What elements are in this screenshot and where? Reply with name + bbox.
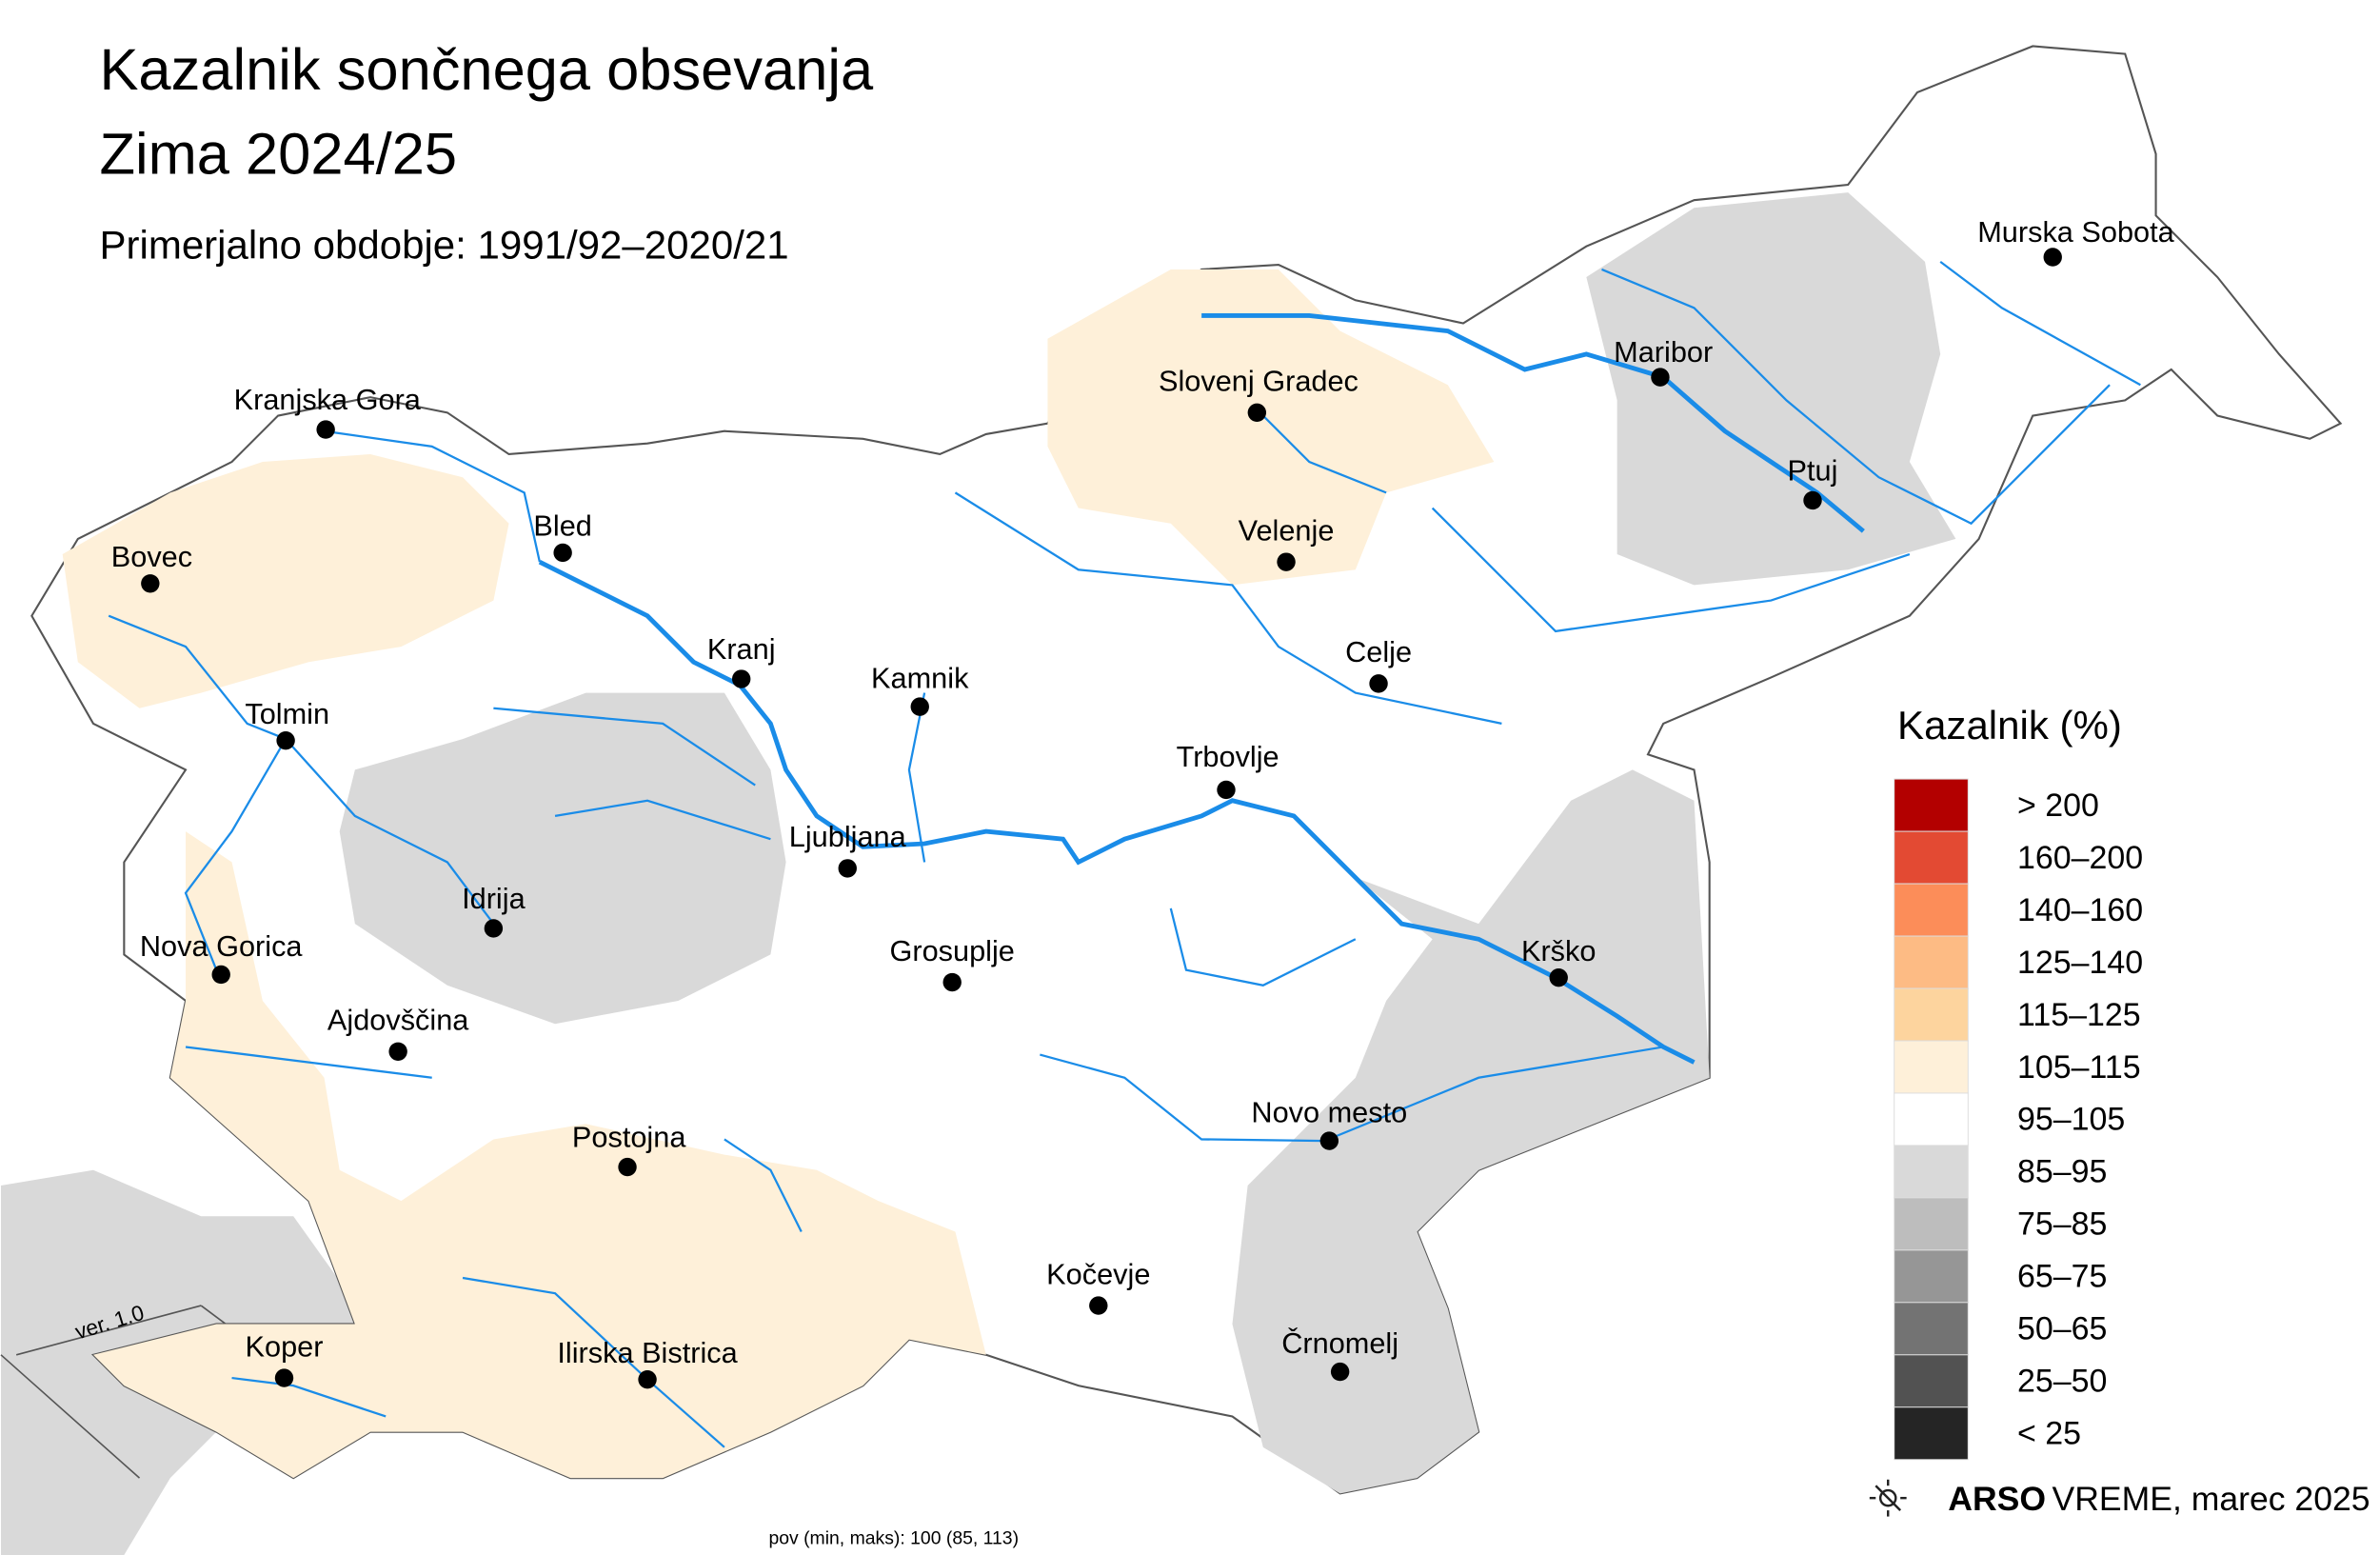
city-label: Slovenj Gradec	[1159, 365, 1359, 398]
city-label: Idrija	[462, 882, 526, 915]
city-dot	[316, 420, 335, 439]
legend-label: 115–125	[2017, 997, 2141, 1033]
border-line	[15, 1305, 202, 1356]
legend-title: Kazalnik (%)	[1897, 703, 2122, 748]
city-label: Bovec	[111, 540, 192, 573]
city-dot	[1277, 552, 1296, 571]
city-dot	[1803, 490, 1822, 510]
legend-swatch	[1894, 1406, 1969, 1461]
legend-swatch	[1894, 987, 1969, 1042]
arso-logo-icon	[1869, 1479, 1907, 1517]
city-dot	[1217, 780, 1236, 800]
legend-label: 25–50	[2017, 1364, 2107, 1400]
city-label: Grosuplje	[889, 934, 1014, 967]
city-dot	[638, 1369, 657, 1389]
city-label: Kočevje	[1046, 1257, 1150, 1290]
city-dot	[731, 669, 751, 688]
region-105-115	[62, 269, 1495, 1479]
legend-label: 75–85	[2017, 1206, 2107, 1243]
legend-swatch	[1894, 1354, 1969, 1408]
city-label: Kranj	[707, 632, 776, 666]
city-label: Velenje	[1239, 514, 1335, 548]
city-label: Novo mesto	[1251, 1096, 1407, 1129]
region-85-95	[339, 192, 1956, 1494]
city-dot	[484, 919, 504, 938]
city-label: Trbovlje	[1177, 740, 1279, 773]
city-dot	[838, 859, 857, 878]
city-dot	[276, 730, 295, 750]
legend-swatch	[1894, 1040, 1969, 1094]
city-label: Kranjska Gora	[234, 383, 422, 416]
city-label: Murska Sobota	[1977, 215, 2174, 249]
legend-swatch	[1894, 1145, 1969, 1199]
city-label: Maribor	[1614, 335, 1713, 369]
city-label: Postojna	[572, 1121, 686, 1154]
legend-label: 105–115	[2017, 1049, 2141, 1086]
city-dot	[1319, 1131, 1339, 1150]
legend-swatch	[1894, 830, 1969, 885]
legend-label: > 200	[2017, 787, 2099, 824]
city-dot	[942, 972, 962, 992]
city-label: Ajdovščina	[327, 1004, 469, 1037]
rivers	[108, 260, 2141, 1448]
legend-label: 95–105	[2017, 1102, 2125, 1138]
footer-section: VREME	[2053, 1480, 2172, 1518]
city-dot	[274, 1368, 294, 1387]
legend-swatch	[1894, 1197, 1969, 1251]
legend-swatch	[1894, 935, 1969, 989]
city-label: Tolmin	[245, 697, 329, 730]
city-label: Bled	[533, 509, 591, 543]
city-label: Koper	[246, 1329, 324, 1363]
city-dot	[910, 697, 929, 716]
footer-date: , marec 2025	[2172, 1480, 2370, 1518]
city-label: Črnomelj	[1281, 1326, 1398, 1360]
city-label: Ilirska Bistrica	[557, 1336, 738, 1369]
city-dot	[141, 574, 160, 593]
city-dot	[1369, 674, 1388, 693]
legend-label: 125–140	[2017, 945, 2143, 981]
legend-label: 50–65	[2017, 1311, 2107, 1347]
city-dot	[1089, 1296, 1108, 1315]
city-dot	[618, 1157, 637, 1177]
legend-label: 65–75	[2017, 1259, 2107, 1295]
city-dot	[1247, 403, 1267, 423]
city-label: Ljubljana	[789, 820, 907, 853]
city-label: Nova Gorica	[140, 929, 304, 963]
legend-label: 85–95	[2017, 1154, 2107, 1190]
city-label: Celje	[1345, 635, 1412, 668]
city-dot	[2043, 248, 2062, 267]
border-line	[0, 1354, 141, 1479]
legend-swatch	[1894, 1092, 1969, 1146]
city-dot	[1549, 967, 1568, 987]
city-dot	[211, 965, 230, 985]
statistics: pov (min, maks): 100 (85, 113)	[768, 1528, 1019, 1549]
footer-brand: ARSO	[1948, 1480, 2046, 1518]
legend-label: 140–160	[2017, 892, 2143, 928]
city-dot	[1330, 1362, 1350, 1382]
legend-swatch	[1894, 1249, 1969, 1304]
city-label: Ptuj	[1788, 453, 1838, 487]
legend-swatch	[1894, 883, 1969, 937]
city-dot	[553, 543, 572, 563]
city-label: Krško	[1521, 934, 1596, 967]
legend: > 200 160–200 140–160 125–140 115–125 105–115…	[1894, 778, 2143, 1461]
title: Kazalnik sončnega obsevanja	[99, 37, 874, 103]
city-dot	[388, 1042, 407, 1061]
legend-swatch	[1894, 1302, 1969, 1356]
footer: ARSO VREME, marec 2025	[1948, 1480, 2370, 1518]
legend-label: 160–200	[2017, 840, 2143, 876]
cities: Murska Sobota Maribor Slovenj Gradec Ptuj Kr…	[111, 215, 2175, 1389]
city-dot	[1651, 368, 1670, 387]
legend-swatch	[1894, 778, 1969, 832]
legend-label: < 25	[2017, 1416, 2081, 1452]
city-label: Kamnik	[871, 662, 969, 695]
subtitle: Primerjalno obdobje: 1991/92–2020/21	[99, 223, 788, 268]
title-line-2: Zima 2024/25	[99, 122, 457, 188]
